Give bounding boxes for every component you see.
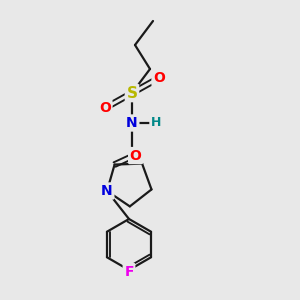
Text: O: O [130,148,142,163]
Text: O: O [153,71,165,85]
Text: F: F [124,265,134,278]
Text: S: S [127,85,137,100]
Text: N: N [126,116,138,130]
Text: N: N [101,184,113,198]
Text: H: H [151,116,161,130]
Text: O: O [99,101,111,115]
